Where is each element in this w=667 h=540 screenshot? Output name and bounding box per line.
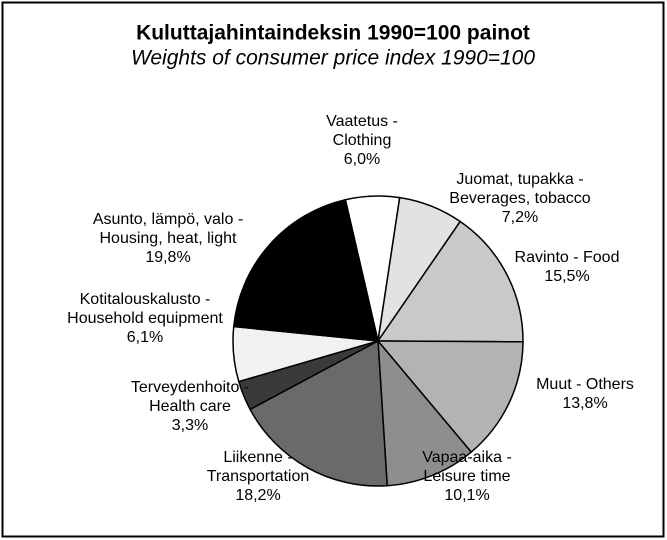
value-label: 6,1% xyxy=(127,329,163,346)
slice-label: Ravinto - Food xyxy=(515,249,620,266)
slice-label: Asunto, lämpö, valo - xyxy=(93,211,243,228)
value-label: 19,8% xyxy=(145,249,190,266)
slice-label: Kotitalouskalusto - xyxy=(80,291,211,308)
value-label: 6,0% xyxy=(344,151,380,168)
slice-label: Housing, heat, light xyxy=(100,230,238,247)
slice-label: Health care xyxy=(149,398,231,415)
pie-slice xyxy=(249,339,389,487)
value-label: 3,3% xyxy=(172,417,208,434)
value-label: 7,2% xyxy=(502,209,538,226)
value-label: 10,1% xyxy=(444,487,489,504)
slice-label: Vaatetus - xyxy=(326,113,398,130)
slice-label: Liikenne - xyxy=(223,449,292,466)
pie-slice xyxy=(376,220,524,343)
slice-label: Clothing xyxy=(333,132,392,149)
pie-slice xyxy=(232,198,379,342)
slice-label: Beverages, tobacco xyxy=(449,190,591,207)
slice-label: Muut - Others xyxy=(536,376,634,393)
value-label: 18,2% xyxy=(235,487,280,504)
value-label: 15,5% xyxy=(544,268,589,285)
slice-label: Vapaa-aika - xyxy=(422,449,512,466)
pie-slice xyxy=(377,338,473,487)
slice-label: Leisure time xyxy=(423,468,510,485)
chart-subtitle: Weights of consumer price index 1990=100 xyxy=(131,47,535,70)
slice-label: Household equipment xyxy=(67,310,223,327)
slice-label: Terveydenhoito - xyxy=(131,379,249,396)
pie-slice xyxy=(376,340,524,454)
chart-title: Kuluttajahintaindeksin 1990=100 painot xyxy=(136,22,530,45)
slice-label: Juomat, tupakka - xyxy=(456,171,583,188)
slice-label: Transportation xyxy=(207,468,310,485)
value-label: 13,8% xyxy=(562,395,607,412)
